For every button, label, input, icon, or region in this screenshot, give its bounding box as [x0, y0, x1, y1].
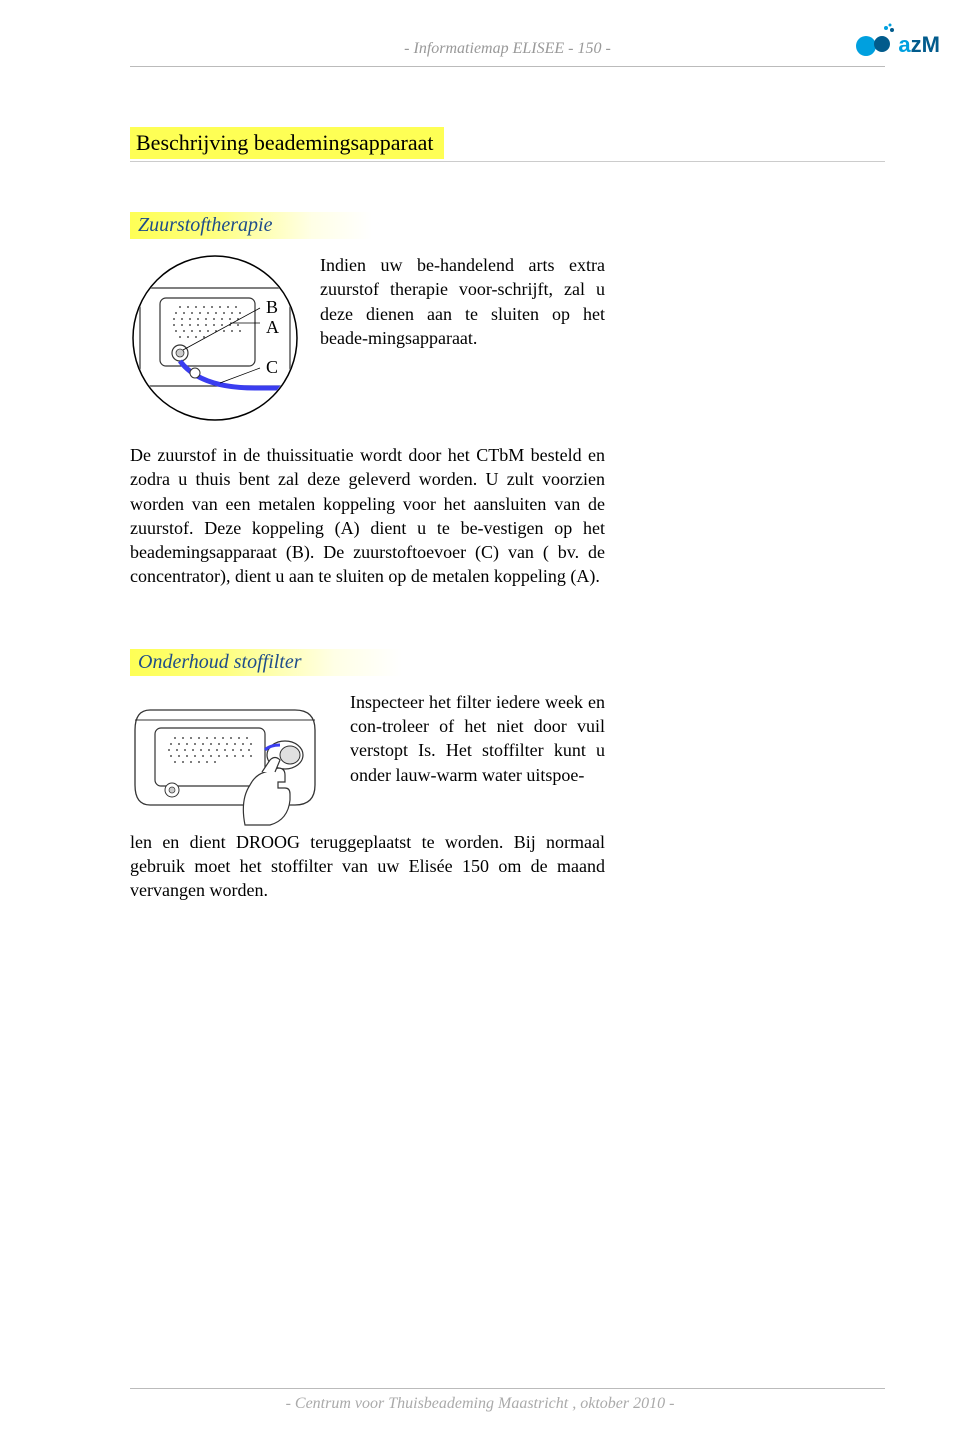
footer-text: - Centrum voor Thuisbeademing Maastricht… — [0, 1395, 960, 1413]
side-paragraph-2: Inspecteer het filter iedere week en con… — [350, 690, 605, 830]
section-title-rule — [130, 161, 885, 162]
logo-text: azM — [898, 32, 940, 58]
content-block-1: B A C Indien uw be-handelend arts extra … — [130, 253, 605, 589]
footer-rule — [130, 1388, 885, 1389]
body-paragraph-2: len en dient DROOG teruggeplaatst te wor… — [130, 830, 605, 903]
section-onderhoud: Onderhoud stoffilter — [130, 649, 885, 903]
section-beschrijving: Beschrijving beademingsapparaat Zuurstof… — [130, 127, 885, 589]
side-paragraph-1: Indien uw be-handelend arts extra zuurst… — [320, 253, 605, 423]
page-footer: - Centrum voor Thuisbeademing Maastricht… — [0, 1388, 960, 1413]
page-container: - Informatiemap ELISEE - 150 - azM Besch… — [0, 0, 960, 943]
logo-dots-icon — [852, 22, 896, 58]
label-a: A — [266, 317, 279, 337]
diagram-row-1: B A C Indien uw be-handelend arts extra … — [130, 253, 605, 423]
logo-azm: azM — [852, 22, 940, 58]
subheading-stoffilter: Onderhoud stoffilter — [130, 649, 402, 676]
section-title: Beschrijving beademingsapparaat — [130, 127, 444, 159]
subheading-zuurstof: Zuurstoftherapie — [130, 212, 372, 239]
diagram-row-2: Inspecteer het filter iedere week en con… — [130, 690, 605, 830]
filter-device-icon — [130, 690, 330, 830]
page-header: - Informatiemap ELISEE - 150 - azM — [130, 40, 885, 58]
label-c: C — [266, 357, 278, 377]
content-block-2: Inspecteer het filter iedere week en con… — [130, 690, 605, 903]
diagram-stoffilter — [130, 690, 330, 830]
device-circle-icon: B A C — [130, 253, 300, 423]
body-paragraph-1: De zuurstof in de thuissituatie wordt do… — [130, 443, 605, 589]
header-title: - Informatiemap ELISEE - 150 - — [130, 40, 885, 58]
label-b: B — [266, 297, 278, 317]
diagram-zuurstof: B A C — [130, 253, 300, 423]
header-rule — [130, 66, 885, 67]
